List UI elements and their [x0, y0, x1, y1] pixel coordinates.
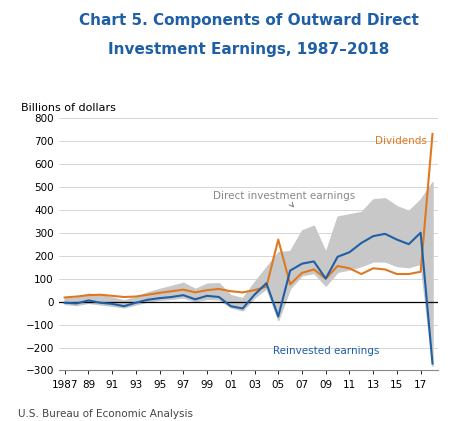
Text: Investment Earnings, 1987–2018: Investment Earnings, 1987–2018 [108, 42, 388, 57]
Text: Billions of dollars: Billions of dollars [21, 103, 115, 113]
Text: U.S. Bureau of Economic Analysis: U.S. Bureau of Economic Analysis [18, 409, 193, 419]
Text: Reinvested earnings: Reinvested earnings [272, 346, 378, 356]
Text: Direct investment earnings: Direct investment earnings [212, 191, 354, 207]
Text: Chart 5. Components of Outward Direct: Chart 5. Components of Outward Direct [78, 13, 418, 28]
Text: Dividends: Dividends [374, 136, 426, 146]
